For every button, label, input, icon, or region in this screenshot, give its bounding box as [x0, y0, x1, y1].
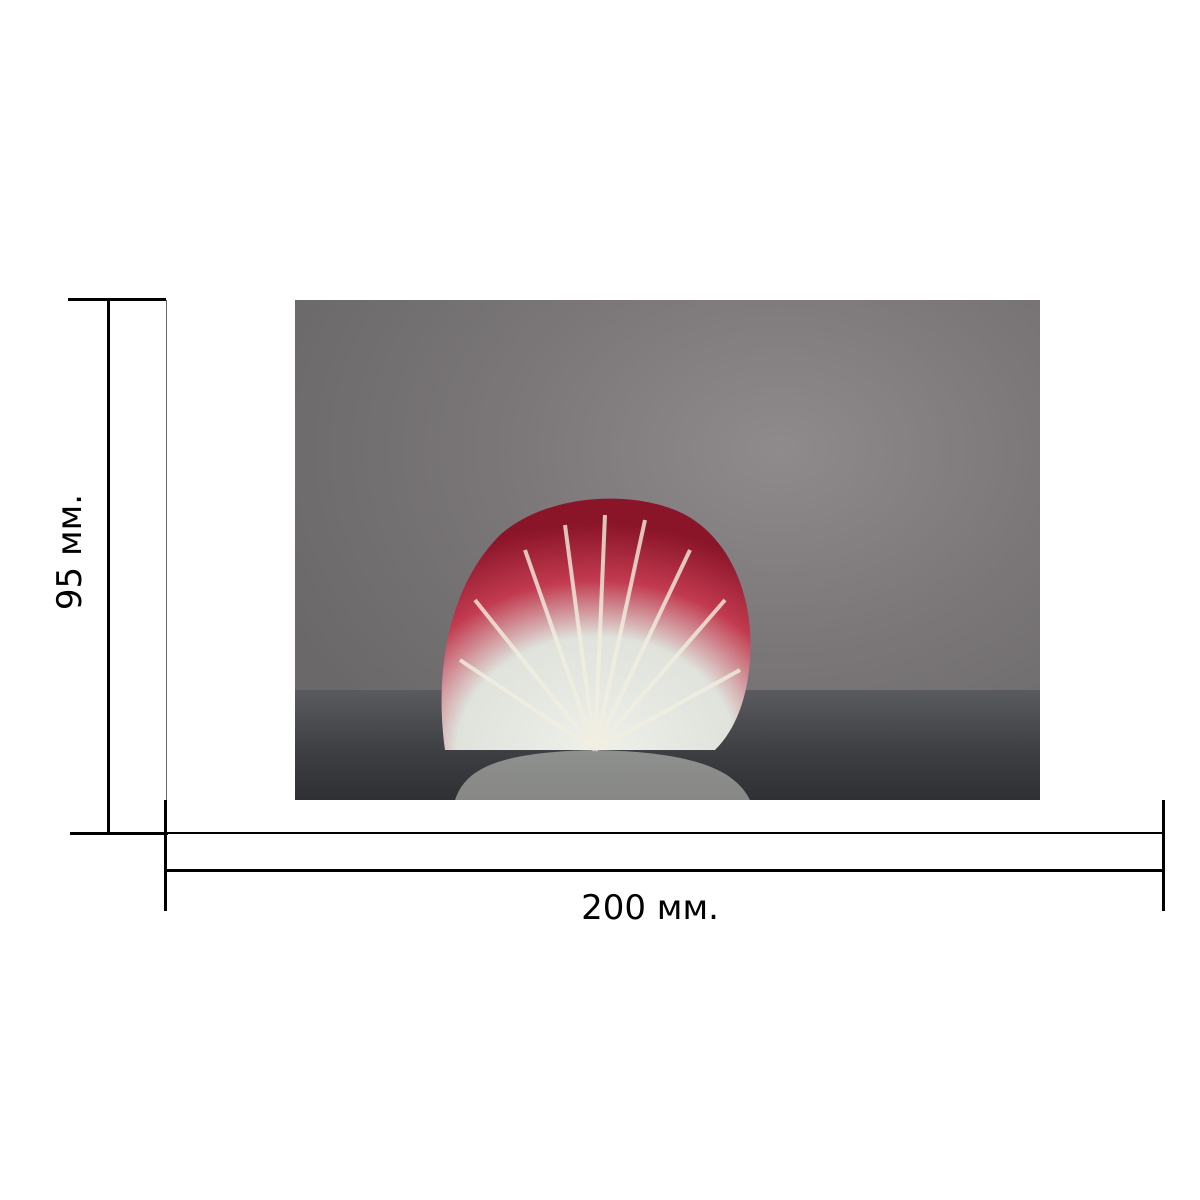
- product-photo: [295, 300, 1040, 800]
- height-extension-line: [166, 300, 167, 834]
- width-tick-left: [164, 800, 167, 911]
- width-dimension-line-top: [166, 832, 1164, 834]
- height-label: 95 мм.: [50, 493, 90, 611]
- width-dimension-bar: [166, 869, 1164, 872]
- width-label: 200 мм.: [581, 888, 719, 928]
- height-dimension-line-bottom: [70, 832, 168, 835]
- width-tick-right: [1162, 800, 1165, 911]
- height-dimension-bar: [107, 300, 110, 834]
- radicchio-illustration: [441, 498, 751, 800]
- height-dimension-line-top: [68, 298, 166, 301]
